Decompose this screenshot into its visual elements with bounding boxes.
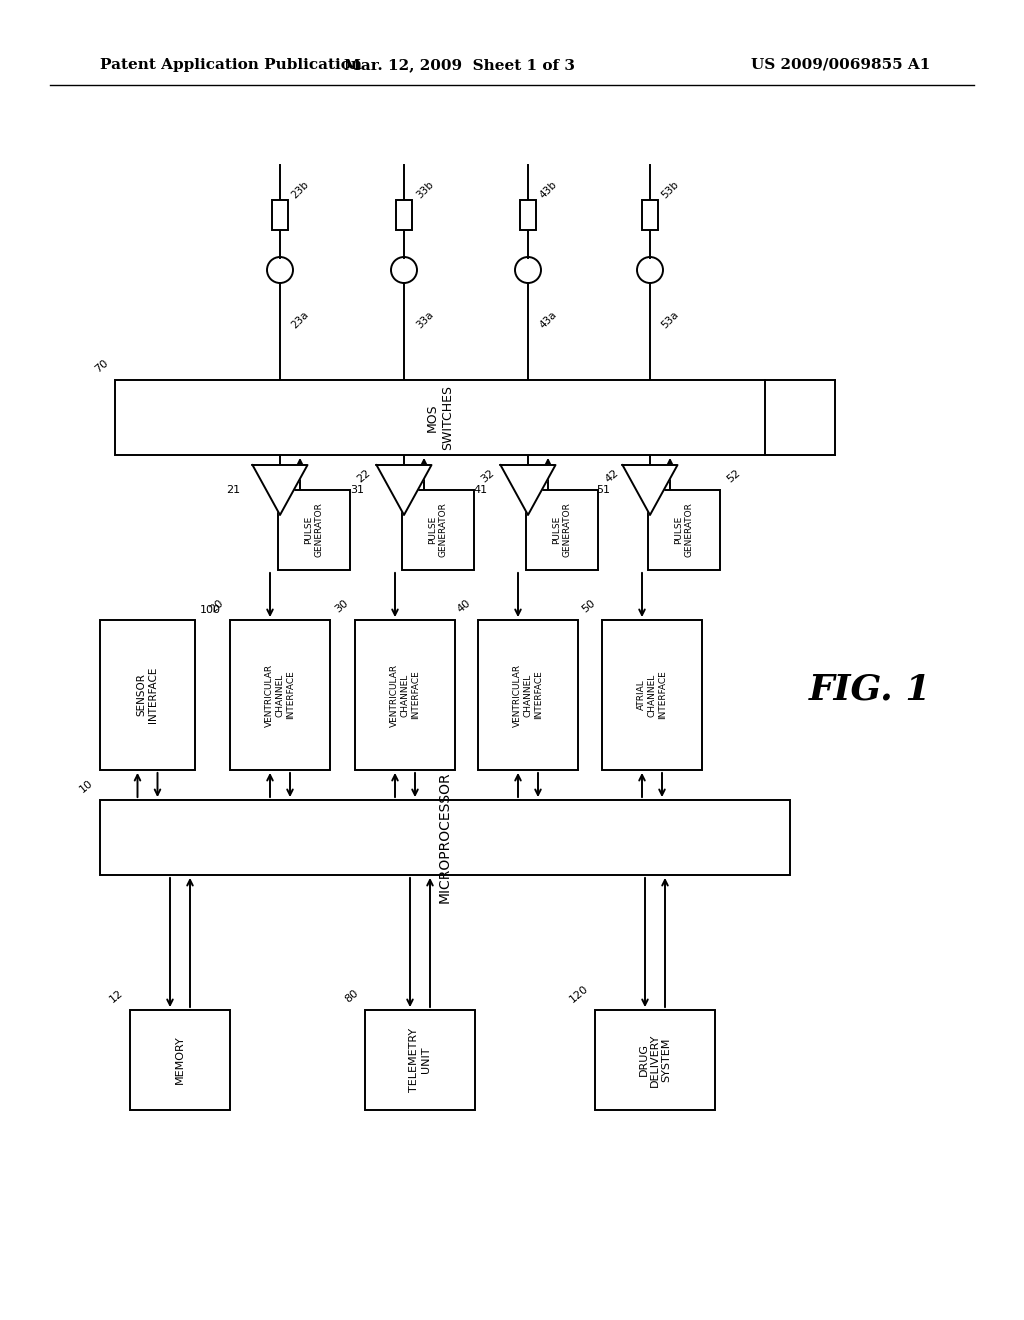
- Text: 20: 20: [208, 598, 225, 615]
- Text: MEMORY: MEMORY: [175, 1036, 185, 1084]
- Text: VENTRICULAR
CHANNEL
INTERFACE: VENTRICULAR CHANNEL INTERFACE: [265, 664, 295, 726]
- Bar: [642, 201, 658, 230]
- Bar: [272, 201, 288, 230]
- Text: 32: 32: [479, 469, 497, 484]
- Text: 22: 22: [355, 469, 373, 484]
- Bar: [100, 620, 195, 770]
- Bar: [602, 620, 702, 770]
- Bar: [278, 490, 350, 570]
- Text: PULSE
GENERATOR: PULSE GENERATOR: [552, 503, 571, 557]
- Text: 53a: 53a: [660, 309, 681, 330]
- Text: 21: 21: [226, 484, 240, 495]
- Text: MOS
SWITCHES: MOS SWITCHES: [426, 385, 454, 450]
- Polygon shape: [623, 465, 678, 515]
- Text: 43b: 43b: [538, 180, 559, 201]
- Polygon shape: [253, 465, 307, 515]
- Bar: [520, 201, 536, 230]
- Text: Mar. 12, 2009  Sheet 1 of 3: Mar. 12, 2009 Sheet 1 of 3: [344, 58, 575, 73]
- Text: 100: 100: [200, 605, 221, 615]
- Text: FIG. 1: FIG. 1: [809, 673, 931, 708]
- Text: 23a: 23a: [290, 309, 311, 330]
- Text: VENTRICULAR
CHANNEL
INTERFACE: VENTRICULAR CHANNEL INTERFACE: [513, 664, 543, 726]
- Bar: [526, 490, 598, 570]
- Text: PULSE
GENERATOR: PULSE GENERATOR: [428, 503, 447, 557]
- Polygon shape: [377, 465, 431, 515]
- Text: 120: 120: [567, 983, 590, 1005]
- Text: 12: 12: [108, 989, 125, 1005]
- Bar: [100, 800, 790, 875]
- Polygon shape: [501, 465, 555, 515]
- Text: 80: 80: [343, 989, 360, 1005]
- Bar: [365, 1010, 475, 1110]
- Text: 31: 31: [350, 484, 364, 495]
- Text: 42: 42: [603, 469, 621, 484]
- Text: 50: 50: [580, 598, 597, 615]
- Text: PULSE
GENERATOR: PULSE GENERATOR: [674, 503, 693, 557]
- Bar: [595, 1010, 715, 1110]
- Text: MICROPROCESSOR: MICROPROCESSOR: [438, 772, 452, 903]
- Bar: [396, 201, 412, 230]
- Bar: [115, 380, 765, 455]
- Text: 53b: 53b: [660, 180, 681, 201]
- Text: PULSE
GENERATOR: PULSE GENERATOR: [304, 503, 324, 557]
- Text: TELEMETRY
UNIT: TELEMETRY UNIT: [410, 1028, 431, 1092]
- Bar: [355, 620, 455, 770]
- Text: SENSOR
INTERFACE: SENSOR INTERFACE: [136, 667, 159, 723]
- Text: 43a: 43a: [538, 309, 559, 330]
- Text: Patent Application Publication: Patent Application Publication: [100, 58, 362, 73]
- Text: 33a: 33a: [414, 309, 435, 330]
- Text: 30: 30: [333, 598, 350, 615]
- Bar: [478, 620, 578, 770]
- Text: 41: 41: [474, 484, 488, 495]
- Text: 52: 52: [725, 469, 742, 484]
- Text: DRUG
DELIVERY
SYSTEM: DRUG DELIVERY SYSTEM: [638, 1034, 672, 1086]
- Bar: [648, 490, 720, 570]
- Bar: [230, 620, 330, 770]
- Text: 23b: 23b: [290, 180, 311, 201]
- Text: 51: 51: [596, 484, 610, 495]
- Text: ATRIAL
CHANNEL
INTERFACE: ATRIAL CHANNEL INTERFACE: [637, 671, 667, 719]
- Bar: [402, 490, 474, 570]
- Text: 40: 40: [456, 598, 473, 615]
- Text: 70: 70: [93, 358, 110, 375]
- Text: 10: 10: [78, 779, 95, 795]
- Text: US 2009/0069855 A1: US 2009/0069855 A1: [751, 58, 930, 73]
- Text: VENTRICULAR
CHANNEL
INTERFACE: VENTRICULAR CHANNEL INTERFACE: [390, 664, 420, 726]
- Bar: [130, 1010, 230, 1110]
- Text: 33b: 33b: [414, 180, 435, 201]
